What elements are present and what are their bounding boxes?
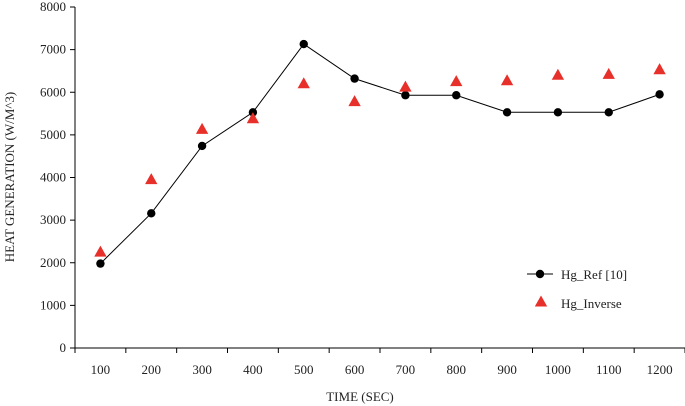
data-point-hg-inverse [551,68,565,80]
legend-marker-hg-inverse [534,295,548,307]
data-point-hg-inverse [246,112,260,124]
x-tick-label: 200 [142,362,162,377]
legend-marker-hg-ref [535,269,545,279]
x-tick-label: 700 [396,362,416,377]
x-axis-title: TIME (SEC) [326,389,394,404]
y-tick-label: 5000 [40,127,66,142]
y-ticks: 0 1000 2000 3000 4000 5000 6000 7000 8000 [40,0,75,355]
data-point-hg-ref [401,91,410,100]
y-tick-label: 7000 [40,42,66,57]
legend-label-hg-inverse: Hg_Inverse [561,296,622,311]
data-point-hg-ref [655,90,664,99]
data-point-hg-ref [452,91,461,100]
x-tick-label: 1000 [545,362,571,377]
data-point-hg-inverse [602,67,615,79]
x-tick-label: 100 [91,362,111,377]
data-point-hg-inverse [94,245,107,257]
series-group [94,39,666,268]
data-point-hg-inverse [399,80,412,92]
y-tick-label: 8000 [40,0,66,14]
data-point-hg-inverse [450,75,463,87]
y-axis-title: HEAT GENERATION (W/M^3) [2,92,17,263]
series-line-hg-ref [100,43,660,264]
y-tick-label: 4000 [40,170,66,185]
data-point-hg-ref [604,108,613,117]
y-tick-label: 6000 [40,84,66,99]
y-tick-label: 1000 [40,297,66,312]
y-tick-label: 2000 [40,255,66,270]
x-ticks: 100 200 300 400 500 600 700 800 900 1000 1100 1200 [74,348,685,377]
data-point-hg-inverse [145,173,158,185]
legend: Hg_Ref [10] Hg_Inverse [527,267,627,311]
data-point-hg-inverse [653,63,666,75]
x-tick-label: 300 [192,362,212,377]
data-point-hg-ref [299,39,308,49]
x-tick-label: 1100 [596,362,622,377]
data-point-hg-ref [147,209,156,218]
data-point-hg-ref [197,141,207,151]
x-tick-label: 800 [447,362,467,377]
data-point-hg-inverse [500,74,514,86]
x-tick-label: 500 [294,362,314,377]
legend-label-hg-ref: Hg_Ref [10] [561,267,627,282]
data-point-hg-inverse [195,122,209,134]
x-tick-label: 600 [345,362,365,377]
y-tick-label: 0 [60,340,67,355]
data-point-hg-inverse [297,77,310,89]
x-tick-label: 1200 [647,362,673,377]
data-point-hg-ref [350,74,359,83]
x-tick-label: 400 [243,362,263,377]
y-tick-label: 3000 [40,212,66,227]
x-tick-label: 900 [497,362,517,377]
data-point-hg-ref [502,108,512,117]
data-point-hg-inverse [348,95,361,107]
data-point-hg-ref [553,108,563,117]
data-point-hg-ref [96,259,105,268]
